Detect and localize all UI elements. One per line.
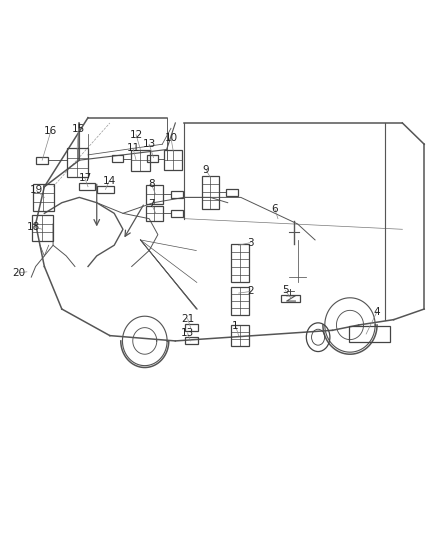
Text: 4: 4 [374,306,380,317]
Text: 17: 17 [78,173,92,183]
Text: 11: 11 [126,143,140,153]
Text: 10: 10 [164,133,177,143]
Text: 15: 15 [72,124,85,134]
Bar [231,325,249,346]
Bar [112,155,123,162]
Bar [281,295,300,302]
Text: 13: 13 [142,139,156,149]
Bar [231,244,249,282]
Bar [185,324,198,331]
Bar [226,189,238,196]
Bar [67,148,88,177]
Bar [146,206,162,221]
Bar [164,150,182,170]
Bar [131,150,150,171]
Bar [146,184,162,204]
Bar [79,183,95,190]
Text: 8: 8 [148,179,155,189]
Bar [33,184,54,211]
Bar [171,210,183,217]
Text: 1: 1 [232,321,239,331]
Text: 20: 20 [12,268,25,278]
Bar [32,215,53,241]
Bar [36,157,48,164]
Bar [171,191,183,198]
Text: 14: 14 [102,176,116,187]
Bar [147,155,158,162]
Text: 19: 19 [30,185,43,196]
Text: 21: 21 [181,313,194,324]
Bar [349,326,390,342]
Text: 2: 2 [247,286,254,296]
Text: 6: 6 [272,204,278,214]
Text: 9: 9 [203,165,209,175]
Text: 3: 3 [247,238,254,247]
Text: 7: 7 [148,199,155,209]
Bar [97,186,114,193]
Text: 12: 12 [129,130,143,140]
Text: 5: 5 [282,286,289,295]
Bar [185,337,198,344]
Text: 16: 16 [44,126,57,136]
Text: 18: 18 [27,222,40,232]
Bar [231,287,249,315]
Text: 13: 13 [181,328,194,338]
Bar [202,175,219,208]
